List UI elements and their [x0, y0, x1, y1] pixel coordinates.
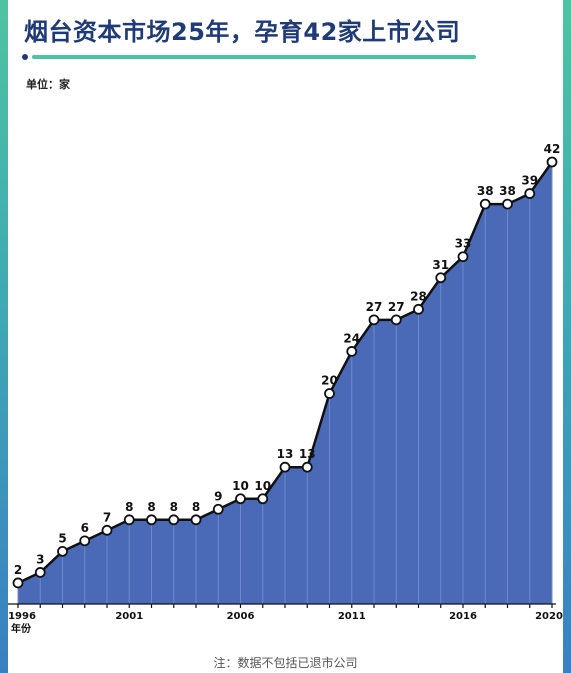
data-label-1996: 2 — [14, 563, 22, 577]
data-label-2006: 10 — [232, 479, 249, 493]
data-label-2014: 28 — [410, 289, 427, 303]
data-label-2016: 33 — [455, 237, 472, 251]
x-tick-label-2001: 2001 — [115, 611, 143, 622]
x-tick-label-2011: 2011 — [338, 611, 366, 622]
data-point-2004 — [190, 514, 202, 526]
data-label-2013: 27 — [388, 300, 405, 314]
left-accent-bar — [0, 0, 8, 673]
x-tick-label-2016: 2016 — [449, 611, 477, 622]
x-tick-label-1996: 1996 — [8, 611, 36, 622]
unit-label: 单位：家 — [26, 78, 70, 91]
title-underline-dot — [22, 54, 28, 60]
data-point-1997 — [34, 567, 46, 578]
data-point-2011 — [346, 346, 358, 357]
chart-title: 烟台资本市场25年，孕育42家上市公司 — [24, 18, 461, 46]
data-label-2001: 8 — [125, 500, 133, 514]
data-label-2003: 8 — [170, 500, 178, 514]
data-label-2015: 31 — [432, 258, 449, 272]
data-point-2006 — [235, 493, 246, 505]
data-label-1999: 6 — [81, 521, 89, 535]
data-point-2008 — [279, 461, 291, 473]
x-tick-label-2020: 2020 — [535, 611, 563, 622]
data-label-2011: 24 — [343, 331, 360, 345]
data-point-2018 — [502, 198, 513, 210]
data-point-2009 — [301, 461, 313, 473]
x-axis-title: 年份 — [11, 622, 32, 635]
data-label-2017: 38 — [477, 184, 494, 198]
data-label-2010: 20 — [321, 374, 338, 388]
right-accent-bar — [563, 0, 571, 673]
data-point-2014 — [413, 303, 424, 315]
data-point-2017 — [479, 198, 491, 210]
data-point-2005 — [212, 503, 224, 515]
data-point-1998 — [57, 545, 68, 557]
title-underline-bar — [32, 55, 476, 59]
title-underline — [22, 54, 476, 60]
data-point-2015 — [435, 272, 447, 284]
data-label-2012: 27 — [366, 300, 383, 314]
data-point-2013 — [390, 314, 402, 326]
data-label-2020: 42 — [544, 142, 561, 156]
data-point-2002 — [146, 514, 157, 526]
data-point-2019 — [524, 188, 536, 199]
data-label-2018: 38 — [499, 184, 516, 198]
data-point-2020 — [546, 156, 558, 168]
data-label-2019: 39 — [521, 174, 538, 188]
data-point-1996 — [12, 577, 24, 589]
data-point-2000 — [101, 524, 113, 536]
data-label-1997: 3 — [36, 552, 44, 566]
data-label-2004: 8 — [192, 500, 200, 514]
data-label-2002: 8 — [147, 500, 155, 514]
data-label-2000: 7 — [103, 510, 111, 524]
data-point-2003 — [168, 514, 180, 526]
data-label-2005: 9 — [214, 489, 222, 503]
data-point-2012 — [368, 314, 380, 326]
data-label-2008: 13 — [277, 447, 294, 461]
data-point-2001 — [123, 514, 135, 526]
data-label-2007: 10 — [254, 479, 271, 493]
data-label-1998: 5 — [58, 531, 66, 545]
x-tick-label-2006: 2006 — [227, 611, 255, 622]
data-point-2016 — [457, 251, 469, 263]
data-point-1999 — [79, 535, 91, 547]
data-label-2009: 13 — [299, 447, 316, 461]
data-point-2007 — [257, 493, 269, 505]
data-point-2010 — [324, 388, 335, 399]
footnote: 注：数据不包括已退市公司 — [213, 656, 358, 670]
